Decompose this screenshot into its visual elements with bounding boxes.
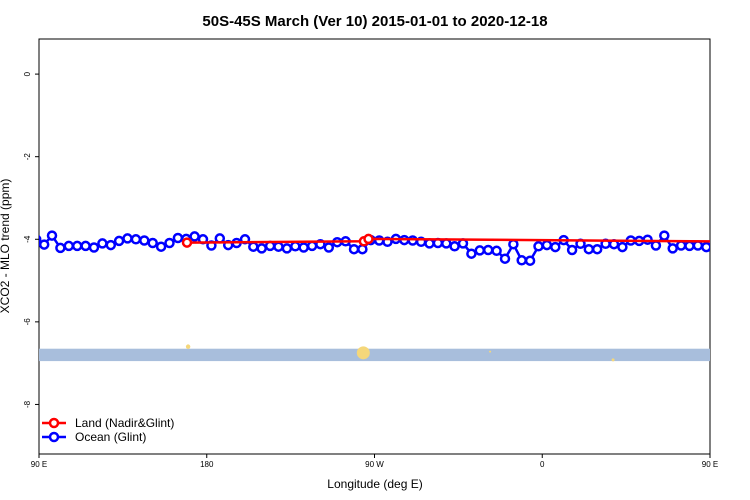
data-point bbox=[474, 245, 486, 256]
data-point bbox=[499, 253, 511, 264]
data-point bbox=[508, 238, 519, 250]
legend-item-land: Land (Nadir&Glint) bbox=[42, 416, 174, 430]
data-point bbox=[39, 234, 42, 244]
chart-title: 50S-45S March (Ver 10) 2015-01-01 to 202… bbox=[202, 13, 547, 30]
data-point bbox=[55, 242, 66, 254]
x-tick-label: 90 E bbox=[31, 460, 47, 469]
data-point bbox=[407, 235, 418, 246]
data-point bbox=[516, 255, 527, 266]
legend-label-land: Land (Nadir&Glint) bbox=[75, 416, 174, 430]
data-point bbox=[348, 243, 360, 255]
data-point bbox=[97, 238, 108, 249]
data-point bbox=[63, 240, 75, 252]
x-tick-label: 180 bbox=[200, 460, 214, 469]
data-point bbox=[491, 245, 502, 257]
data-point bbox=[281, 243, 293, 254]
data-point bbox=[744, 235, 750, 243]
data-point bbox=[147, 237, 158, 249]
data-point bbox=[39, 239, 50, 250]
data-point bbox=[181, 237, 193, 248]
data-point bbox=[130, 234, 142, 245]
data-point bbox=[709, 240, 710, 246]
data-point bbox=[659, 230, 670, 241]
data-point bbox=[273, 241, 284, 252]
data-point bbox=[105, 239, 117, 251]
data-point bbox=[675, 240, 687, 251]
data-point bbox=[373, 235, 385, 246]
y-axis-label: XCO2 - MLO trend (ppm) bbox=[0, 179, 12, 314]
y-tick-label: -6 bbox=[23, 318, 32, 326]
land-mask-marker bbox=[611, 358, 615, 362]
data-point bbox=[290, 241, 301, 252]
data-point bbox=[256, 243, 267, 254]
legend-label-ocean: Ocean (Glint) bbox=[75, 430, 146, 444]
data-point bbox=[306, 240, 318, 252]
series-ocean bbox=[39, 230, 750, 266]
data-point bbox=[583, 243, 595, 255]
data-point bbox=[122, 233, 133, 244]
x-axis: 90 E 180 90 W 0 90 E bbox=[31, 454, 718, 469]
series-layer bbox=[39, 230, 750, 266]
x-tick-label: 90 E bbox=[702, 460, 718, 469]
data-point bbox=[164, 237, 175, 249]
ocean-mask-band bbox=[39, 348, 710, 362]
data-point bbox=[139, 235, 150, 246]
data-point bbox=[449, 241, 460, 252]
data-point bbox=[550, 241, 561, 253]
series-land bbox=[181, 233, 710, 248]
data-point bbox=[155, 241, 167, 252]
data-point bbox=[566, 244, 578, 256]
legend-item-ocean: Ocean (Glint) bbox=[42, 430, 146, 444]
data-point bbox=[524, 255, 536, 266]
x-tick-label: 0 bbox=[540, 460, 545, 469]
data-point bbox=[701, 241, 710, 253]
data-point bbox=[591, 243, 603, 255]
data-point bbox=[617, 241, 628, 253]
data-point bbox=[357, 243, 368, 255]
data-point bbox=[172, 232, 184, 244]
x-axis-label: Longitude (deg E) bbox=[327, 477, 422, 491]
data-point bbox=[363, 233, 374, 245]
data-point bbox=[541, 239, 553, 251]
data-point bbox=[80, 240, 91, 252]
data-point bbox=[482, 244, 494, 256]
data-point bbox=[298, 242, 309, 253]
data-point bbox=[323, 242, 335, 253]
data-point bbox=[189, 231, 200, 242]
data-point bbox=[719, 240, 727, 248]
data-point bbox=[692, 240, 704, 251]
data-point bbox=[248, 241, 259, 252]
y-axis: 0 -2 -4 -6 -8 bbox=[23, 71, 39, 408]
data-point bbox=[88, 242, 100, 253]
y-tick-label: -8 bbox=[23, 400, 32, 408]
data-point bbox=[684, 240, 695, 252]
data-point bbox=[667, 243, 678, 254]
data-point bbox=[736, 234, 744, 242]
data-point bbox=[46, 230, 58, 241]
x-tick-label: 90 W bbox=[365, 460, 384, 469]
data-point bbox=[650, 240, 662, 251]
land-mask-band bbox=[39, 344, 710, 362]
data-point bbox=[113, 235, 125, 247]
data-point bbox=[466, 248, 477, 259]
land-mask-marker bbox=[185, 344, 191, 349]
land-mask-marker bbox=[489, 350, 492, 353]
data-point bbox=[71, 240, 83, 252]
data-point bbox=[727, 237, 735, 245]
land-mask-marker bbox=[356, 346, 370, 360]
y-tick-label: 0 bbox=[23, 71, 32, 76]
legend: Land (Nadir&Glint) Ocean (Glint) bbox=[42, 416, 174, 444]
y-tick-label: -2 bbox=[23, 153, 32, 161]
data-point bbox=[533, 241, 544, 252]
y-tick-label: -4 bbox=[23, 235, 32, 243]
